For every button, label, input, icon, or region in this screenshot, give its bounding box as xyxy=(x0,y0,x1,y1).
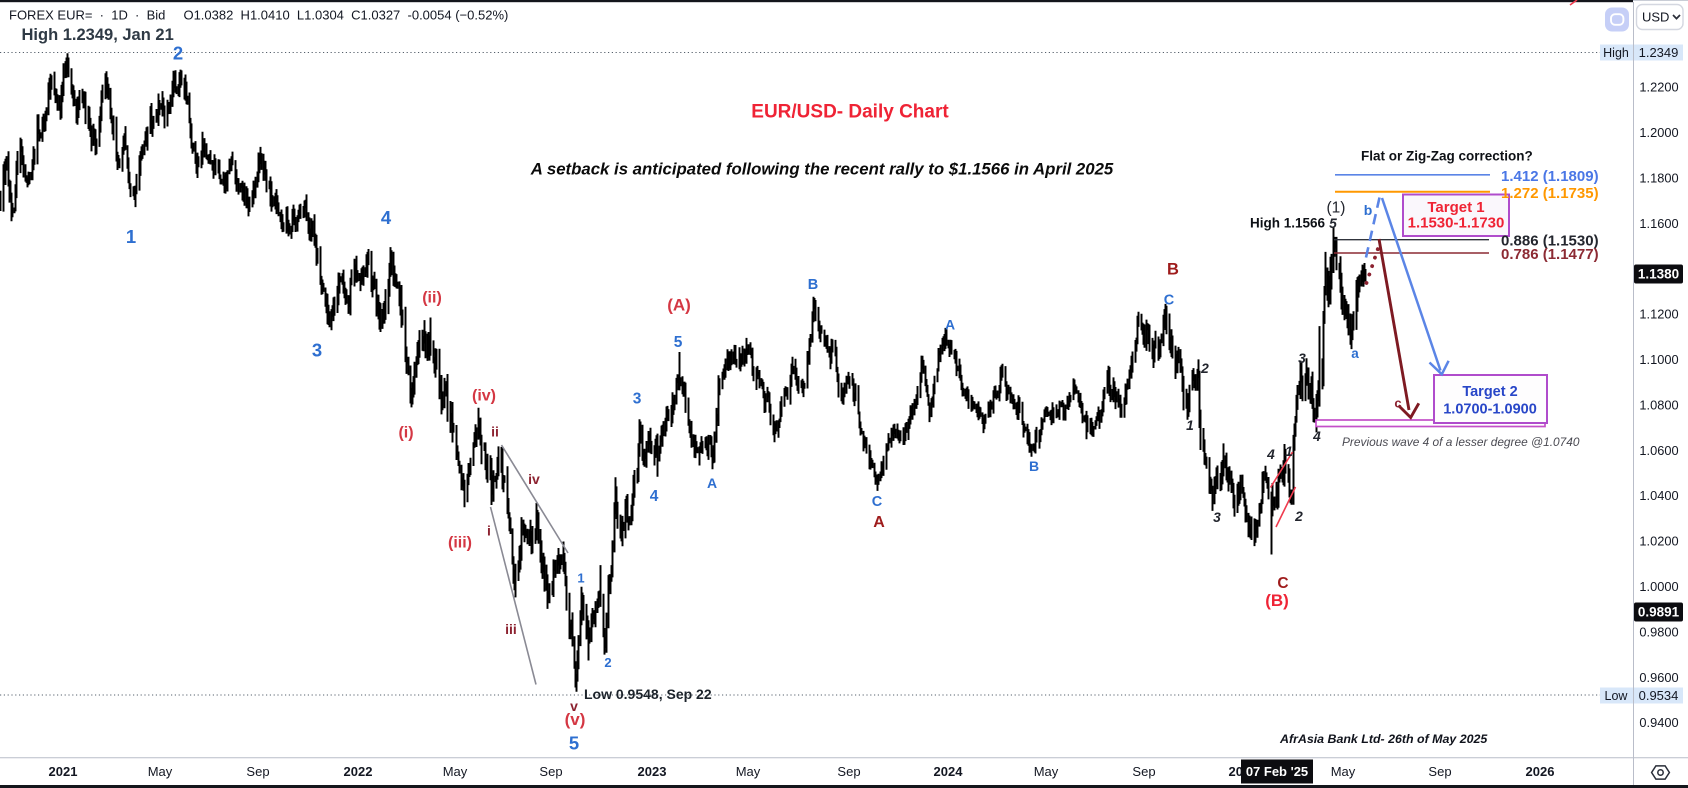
svg-text:5: 5 xyxy=(674,334,683,351)
svg-text:2024: 2024 xyxy=(934,764,964,779)
svg-text:C: C xyxy=(872,494,883,510)
svg-text:1: 1 xyxy=(1285,444,1293,459)
svg-text:1.0000: 1.0000 xyxy=(1639,579,1678,594)
svg-text:1.1530-1.1730: 1.1530-1.1730 xyxy=(1408,215,1505,232)
svg-text:3: 3 xyxy=(633,391,642,408)
svg-text:High: High xyxy=(1603,46,1629,60)
svg-text:Flat or Zig-Zag correction?: Flat or Zig-Zag correction? xyxy=(1361,149,1533,164)
svg-text:May: May xyxy=(148,764,173,779)
svg-text:Sep: Sep xyxy=(539,764,562,779)
svg-text:1.0800: 1.0800 xyxy=(1639,397,1678,412)
svg-text:A: A xyxy=(945,317,955,333)
svg-text:4: 4 xyxy=(381,207,392,228)
svg-text:High 1.2349, Jan 21: High 1.2349, Jan 21 xyxy=(22,26,174,44)
svg-text:0.886 (1.1530): 0.886 (1.1530) xyxy=(1501,233,1599,250)
svg-text:Sep: Sep xyxy=(1428,764,1451,779)
svg-text:Previous wave 4 of a lesser de: Previous wave 4 of a lesser degree @1.07… xyxy=(1342,435,1580,449)
svg-text:0.9400: 0.9400 xyxy=(1639,715,1678,730)
svg-text:iii: iii xyxy=(505,621,517,637)
svg-text:iv: iv xyxy=(528,471,540,487)
svg-text:1.0200: 1.0200 xyxy=(1639,534,1678,549)
svg-text:2023: 2023 xyxy=(638,764,667,779)
svg-text:2026: 2026 xyxy=(1526,764,1555,779)
svg-text:Sep: Sep xyxy=(1132,764,1155,779)
svg-text:A: A xyxy=(873,514,885,531)
svg-text:1.1600: 1.1600 xyxy=(1639,216,1678,231)
svg-text:EUR/USD- Daily Chart: EUR/USD- Daily Chart xyxy=(751,102,949,123)
svg-text:2: 2 xyxy=(173,43,183,64)
svg-text:C: C xyxy=(1164,293,1175,309)
svg-text:3: 3 xyxy=(312,340,322,361)
svg-text:Target 1: Target 1 xyxy=(1427,199,1484,216)
svg-text:2022: 2022 xyxy=(344,764,373,779)
svg-text:(v): (v) xyxy=(565,710,586,729)
svg-text:1: 1 xyxy=(126,226,136,247)
svg-text:07 Feb '25: 07 Feb '25 xyxy=(1246,764,1308,779)
svg-text:1.2200: 1.2200 xyxy=(1639,80,1678,95)
svg-text:0.9891: 0.9891 xyxy=(1638,605,1680,620)
svg-text:2: 2 xyxy=(1200,361,1209,376)
svg-text:(A): (A) xyxy=(667,296,691,315)
svg-text:5: 5 xyxy=(569,733,579,754)
svg-text:0.786 (1.1477): 0.786 (1.1477) xyxy=(1501,246,1599,263)
svg-text:3: 3 xyxy=(1298,351,1306,366)
svg-text:May: May xyxy=(1034,764,1059,779)
svg-text:1.0700-1.0900: 1.0700-1.0900 xyxy=(1443,402,1537,418)
svg-text:v: v xyxy=(570,698,578,714)
svg-text:Low: Low xyxy=(1605,689,1629,703)
svg-text:(ii): (ii) xyxy=(422,290,442,307)
svg-text:1: 1 xyxy=(1186,418,1194,433)
svg-text:1.2349: 1.2349 xyxy=(1639,45,1679,60)
svg-text:A setback is anticipated follo: A setback is anticipated following the r… xyxy=(530,160,1114,179)
svg-text:5: 5 xyxy=(1329,216,1337,231)
svg-text:FOREX EUR= · 1D · Bid: FOREX EUR= · 1D · Bid O1.0382 H1.0410 L1… xyxy=(9,8,508,23)
svg-text:1.1380: 1.1380 xyxy=(1638,267,1679,282)
svg-text:1.1000: 1.1000 xyxy=(1639,352,1678,367)
svg-text:B: B xyxy=(808,277,818,293)
svg-text:(iv): (iv) xyxy=(472,388,496,405)
svg-text:Sep: Sep xyxy=(246,764,269,779)
svg-text:1.0600: 1.0600 xyxy=(1639,443,1678,458)
svg-text:1.1200: 1.1200 xyxy=(1639,307,1678,322)
svg-text:AfrAsia Bank Ltd- 26th of May: AfrAsia Bank Ltd- 26th of May 2025 xyxy=(1279,732,1488,746)
svg-text:0.9800: 0.9800 xyxy=(1639,624,1678,639)
svg-text:(B): (B) xyxy=(1265,591,1289,610)
svg-text:4: 4 xyxy=(1312,429,1321,444)
svg-text:High 1.1566: High 1.1566 xyxy=(1250,216,1326,231)
svg-text:ii: ii xyxy=(491,424,499,440)
svg-text:May: May xyxy=(736,764,761,779)
svg-text:(1): (1) xyxy=(1327,200,1346,217)
svg-text:2: 2 xyxy=(604,655,611,670)
svg-text:1.412 (1.1809): 1.412 (1.1809) xyxy=(1501,168,1599,185)
svg-text:1.0400: 1.0400 xyxy=(1639,488,1678,503)
svg-text:Sep: Sep xyxy=(837,764,860,779)
svg-text:i: i xyxy=(487,523,491,539)
svg-text:Target 2: Target 2 xyxy=(1462,384,1517,400)
svg-text:4: 4 xyxy=(1266,447,1275,462)
svg-text:b: b xyxy=(1364,202,1373,218)
svg-text:2: 2 xyxy=(1294,509,1303,524)
svg-text:a: a xyxy=(1351,346,1359,361)
svg-text:2021: 2021 xyxy=(49,764,78,779)
svg-text:c: c xyxy=(1394,396,1401,411)
svg-text:1: 1 xyxy=(577,571,584,586)
svg-text:A: A xyxy=(707,475,717,491)
svg-text:May: May xyxy=(443,764,468,779)
svg-text:4: 4 xyxy=(650,488,659,505)
svg-text:Low 0.9548, Sep 22: Low 0.9548, Sep 22 xyxy=(584,686,712,702)
svg-text:0.9534: 0.9534 xyxy=(1639,688,1679,703)
svg-text:May: May xyxy=(1331,764,1356,779)
svg-text:(iii): (iii) xyxy=(448,535,472,552)
svg-text:B: B xyxy=(1029,458,1039,474)
svg-text:B: B xyxy=(1167,261,1179,279)
svg-text:0.9600: 0.9600 xyxy=(1639,670,1678,685)
svg-text:C: C xyxy=(1277,575,1288,592)
svg-text:USD: USD xyxy=(1642,9,1669,24)
svg-text:(i): (i) xyxy=(398,425,413,442)
svg-text:3: 3 xyxy=(1213,510,1221,525)
svg-text:1.1800: 1.1800 xyxy=(1639,170,1678,185)
svg-text:1.2000: 1.2000 xyxy=(1639,125,1678,140)
svg-text:1.272 (1.1735): 1.272 (1.1735) xyxy=(1501,185,1599,202)
